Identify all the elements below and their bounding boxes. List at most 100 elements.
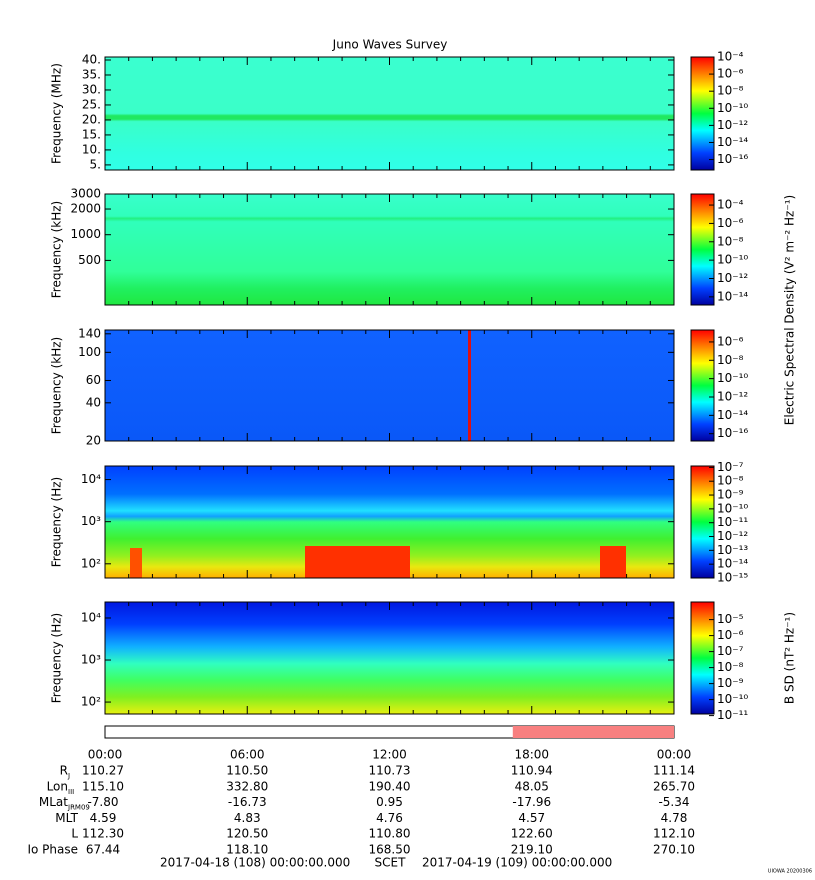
- colorbar-tick-label: 10⁻¹¹: [717, 515, 748, 529]
- colorbar-tick-label: 10⁻⁷: [717, 644, 744, 658]
- panel-frame: [104, 465, 675, 579]
- colorbar-tick-label: 10⁻¹¹: [717, 708, 748, 722]
- emission-line: [468, 330, 471, 441]
- y-axis-label: Frequency (kHz): [50, 201, 64, 298]
- colorbar-tick-label: 10⁻¹²: [717, 529, 748, 543]
- colorbar-tick-label: 10⁻⁶: [717, 216, 744, 230]
- ephemeris-value: 67.44: [86, 843, 120, 857]
- colorbar-tick-label: 10⁻¹⁰: [717, 253, 748, 267]
- y-tick-label: 10.: [82, 142, 101, 156]
- emission-patch: [305, 546, 410, 578]
- y-tick-label: 15.: [82, 127, 101, 141]
- colorbar: [690, 193, 715, 306]
- colorbar-tick-label: 10⁻¹⁰: [717, 101, 748, 115]
- ephemeris-value: 118.10: [226, 843, 268, 857]
- colorbar-tick-label: 10⁻¹⁶: [717, 152, 748, 166]
- y-tick-label: 500: [78, 253, 101, 267]
- colorbar-tick-label: 10⁻¹⁰: [717, 501, 748, 515]
- y-axis-label: Frequency (MHz): [50, 63, 64, 164]
- colorbar: [690, 601, 715, 715]
- colorbar-tick-label: 10⁻⁵: [717, 612, 744, 626]
- ephemeris-value: 265.70: [653, 779, 695, 793]
- ephemeris-value: 112.30: [82, 827, 124, 841]
- colorbar-tick-label: 10⁻¹⁴: [717, 557, 748, 571]
- ephemeris-value: -16.73: [228, 795, 267, 809]
- ephemeris-value: 4.59: [90, 811, 117, 825]
- ephemeris-label: Lon: [47, 779, 68, 793]
- y-tick-label: 40.: [82, 52, 101, 66]
- y-tick-label: 60: [86, 373, 101, 387]
- y-tick-label: 10²: [81, 695, 101, 709]
- ephemeris-label-sub: J: [67, 772, 70, 780]
- colorbar-tick-label: 10⁻⁸: [717, 84, 744, 98]
- ephemeris-value: -5.34: [658, 795, 689, 809]
- ephemeris-value: 219.10: [511, 843, 553, 857]
- ephemeris-value: 48.05: [515, 779, 549, 793]
- colorbar-tick-label: 10⁻¹⁰: [717, 692, 748, 706]
- colorbar-tick-label: 10⁻⁷: [717, 460, 744, 474]
- y-tick-label: 10³: [81, 653, 101, 667]
- ephemeris-value: 120.50: [226, 827, 268, 841]
- ephemeris-value: -7.80: [87, 795, 118, 809]
- colorbar-tick-label: 10⁻¹⁴: [717, 408, 748, 422]
- ephemeris-value: 168.50: [369, 843, 411, 857]
- ephemeris-value: 4.83: [234, 811, 261, 825]
- ephemeris-value: 4.78: [661, 811, 688, 825]
- colorbar-tick-label: 10⁻¹⁶: [717, 426, 748, 440]
- x-tick-label: 00:00: [88, 748, 123, 762]
- footer-center: SCET: [375, 856, 407, 870]
- y-tick-label: 10⁴: [81, 610, 101, 624]
- colorbar-tick-label: 10⁻⁴: [717, 50, 744, 64]
- colorbar-tick-label: 10⁻¹⁵: [717, 571, 748, 585]
- ephemeris-value: 110.50: [226, 764, 268, 778]
- ephemeris-label: MLT: [55, 811, 78, 825]
- y-tick-label: 20: [86, 434, 101, 448]
- colorbar-tick-label: 10⁻¹²: [717, 389, 748, 403]
- ephemeris-value: 4.57: [518, 811, 545, 825]
- status-segment: [512, 726, 674, 738]
- ephemeris-value: 110.73: [369, 764, 411, 778]
- spectrogram: [105, 330, 674, 441]
- ephemeris-label: L: [71, 827, 78, 841]
- y-tick-label: 1000: [70, 227, 101, 241]
- ephemeris-value: -17.96: [512, 795, 551, 809]
- ephemeris-value: 332.80: [226, 779, 268, 793]
- y-tick-label: 100: [78, 345, 101, 359]
- y-tick-label: 3000: [70, 187, 101, 201]
- y-tick-label: 35.: [82, 67, 101, 81]
- colorbar-tick-label: 10⁻⁸: [717, 660, 744, 674]
- frames: [104, 56, 675, 715]
- y-tick-label: 140: [78, 326, 101, 340]
- x-tick-label: 12:00: [372, 748, 407, 762]
- ephemeris-value: 0.95: [376, 795, 403, 809]
- y-tick-label: 30.: [82, 82, 101, 96]
- panel-frame: [104, 601, 675, 715]
- x-tick-label: 18:00: [514, 748, 549, 762]
- spectrogram: [105, 57, 674, 170]
- colorbar-tick-label: 10⁻⁸: [717, 353, 744, 367]
- footer-start: 2017-04-18 (108) 00:00:00.000: [160, 856, 350, 870]
- colorbar-tick-label: 10⁻¹²: [717, 271, 748, 285]
- colorbar-label: B SD (nT² Hz⁻¹): [783, 612, 797, 704]
- colorbar-tick-label: 10⁻¹⁰: [717, 371, 748, 385]
- y-axis-label: Frequency (Hz): [50, 477, 64, 568]
- colorbar-tick-label: 10⁻¹²: [717, 118, 748, 132]
- ephemeris-value: 110.80: [369, 827, 411, 841]
- panel-frame: [104, 193, 675, 306]
- ephemeris-value: 112.10: [653, 827, 695, 841]
- colorbar-tick-label: 10⁻¹⁴: [717, 135, 748, 149]
- colorbar: [690, 465, 715, 579]
- colorbar-label: Electric Spectral Density (V² m⁻² Hz⁻¹): [783, 195, 797, 425]
- ephemeris-value: 190.40: [369, 779, 411, 793]
- spectrogram: [105, 602, 674, 714]
- colorbar-tick-label: 10⁻⁹: [717, 488, 744, 502]
- y-tick-label: 2000: [70, 202, 101, 216]
- colorbar-tick-label: 10⁻⁴: [717, 198, 744, 212]
- colorbar: [690, 56, 715, 171]
- ephemeris-label: Io Phase: [27, 843, 78, 857]
- ephemeris-label-sub: III: [68, 788, 74, 796]
- y-tick-label: 20.: [82, 112, 101, 126]
- spectrogram: [105, 194, 674, 305]
- colorbar-tick-label: 10⁻⁸: [717, 474, 744, 488]
